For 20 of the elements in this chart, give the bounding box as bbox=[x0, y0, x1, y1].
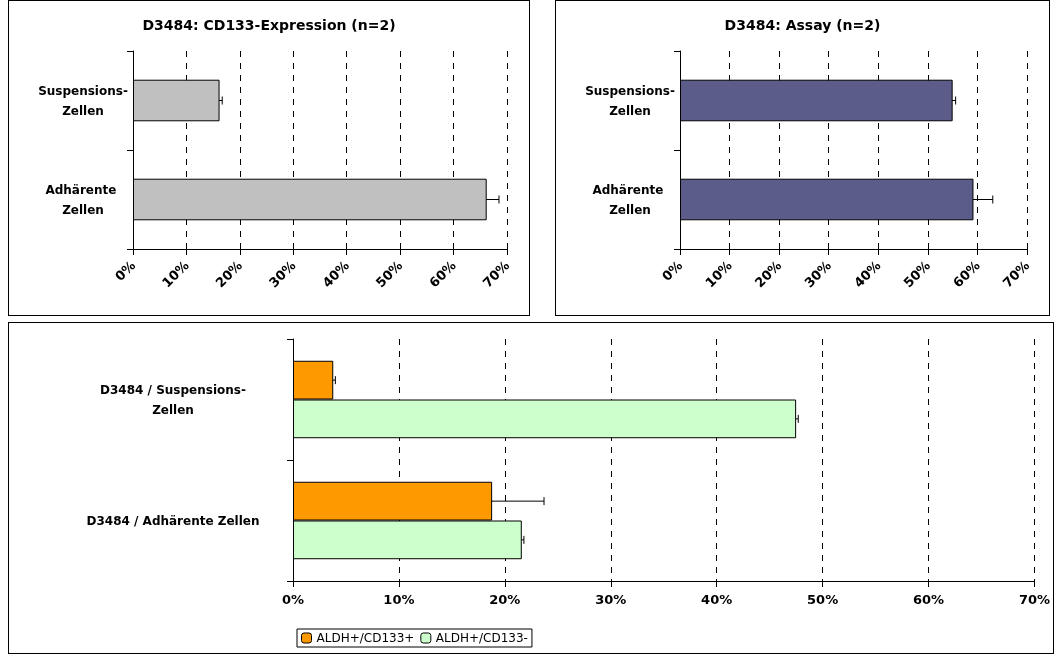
x-tick-label: 20% bbox=[489, 592, 521, 607]
y-tick-label: Suspensions-Zellen bbox=[38, 83, 128, 118]
chart-title: D3484: Assay (n=2) bbox=[724, 17, 881, 33]
legend-label: ALDH+/CD133+ bbox=[316, 631, 415, 645]
x-tick-label: 0% bbox=[281, 592, 305, 607]
x-tick-label: 0% bbox=[659, 257, 686, 284]
legend-label: ALDH+/CD133- bbox=[435, 631, 528, 645]
x-tick-label: 10% bbox=[383, 592, 415, 607]
x-tick-label: 60% bbox=[912, 592, 945, 607]
y-tick-label: Suspensions-Zellen bbox=[585, 83, 675, 118]
x-tick-label: 50% bbox=[807, 592, 839, 607]
x-tick-label: 70% bbox=[1018, 592, 1050, 607]
y-tick-label: Adhärente Zellen bbox=[45, 182, 121, 217]
y-tick-label: D3484 / Suspensions-Zellen bbox=[100, 382, 246, 417]
y-tick-label: Adhärente Zellen bbox=[592, 182, 668, 217]
x-tick-label: 40% bbox=[701, 592, 733, 607]
x-tick-label: 30% bbox=[595, 592, 627, 607]
chart-title: D3484: CD133-Expression (n=2) bbox=[142, 17, 396, 33]
y-tick-label: D3484 / Adhärente Zellen bbox=[86, 513, 260, 528]
x-tick-label: 0% bbox=[112, 257, 139, 284]
